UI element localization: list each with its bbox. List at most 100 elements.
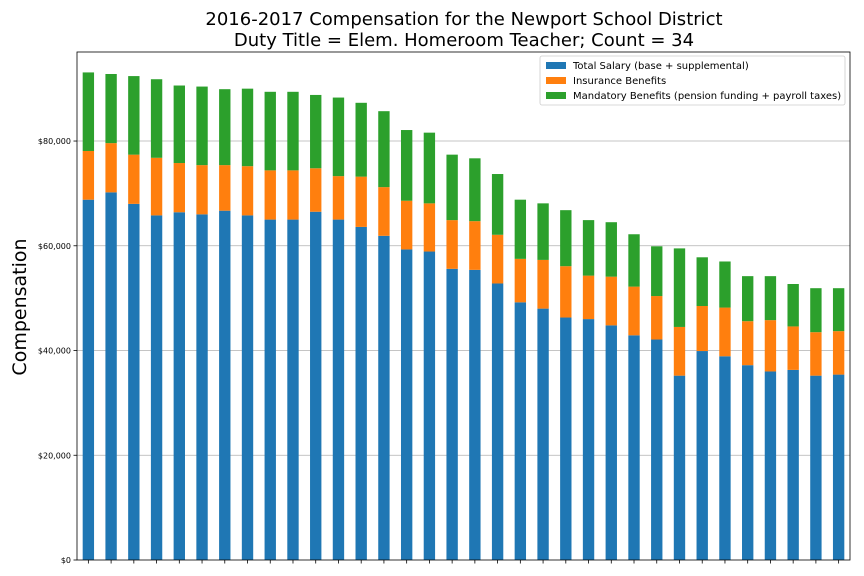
- bar-segment-series-3: [241, 88, 254, 167]
- bar-segment-series-2: [469, 221, 481, 270]
- bar-segment-series-2: [491, 234, 504, 284]
- bar-segment-series-1: [673, 375, 686, 560]
- bar-segment-series-2: [446, 220, 458, 269]
- bar-segment-series-1: [241, 215, 254, 560]
- bar-segment-series-1: [423, 251, 436, 560]
- legend-swatch: [546, 92, 566, 99]
- y-tick-label: $20,000: [38, 451, 71, 460]
- bar-segment-series-2: [150, 157, 163, 216]
- bar-segment-series-3: [310, 94, 322, 169]
- bar-segment-series-3: [219, 89, 231, 166]
- bar-segment-series-1: [764, 371, 777, 560]
- bar-segment-series-3: [628, 234, 640, 287]
- bar-segment-series-1: [832, 374, 845, 560]
- bar-segment-series-3: [128, 76, 140, 155]
- bar-segment-series-3: [832, 288, 845, 332]
- bar-segment-series-3: [651, 246, 663, 297]
- bar-segment-series-2: [787, 326, 799, 370]
- bar-segment-series-2: [196, 165, 208, 215]
- bar-segment-series-3: [264, 91, 276, 171]
- bar-segment-series-2: [400, 200, 413, 250]
- bar-segment-series-1: [446, 268, 458, 560]
- bar-segment-series-3: [764, 276, 777, 321]
- bars: [82, 72, 845, 561]
- bar-segment-series-2: [310, 168, 322, 212]
- bar-segment-series-2: [742, 321, 754, 366]
- bar-segment-series-2: [355, 176, 367, 227]
- bar-segment-series-2: [514, 258, 527, 303]
- bar-segment-series-2: [537, 259, 549, 309]
- plot-frame: [76, 51, 851, 561]
- bar-segment-series-3: [196, 86, 208, 166]
- bar-segment-series-3: [673, 248, 686, 327]
- bar-segment-series-2: [582, 275, 595, 320]
- bar-segment-series-3: [378, 111, 390, 188]
- bar-segment-series-2: [264, 170, 276, 220]
- legend-label: Insurance Benefits: [573, 76, 666, 87]
- bar-segment-series-2: [605, 276, 617, 326]
- bar-segment-series-1: [196, 214, 208, 560]
- bar-segment-series-3: [287, 91, 299, 171]
- bar-segment-series-1: [696, 351, 708, 560]
- legend-swatch: [546, 77, 566, 84]
- bar-segment-series-1: [82, 199, 95, 561]
- bar-segment-series-1: [560, 317, 572, 560]
- bar-segment-series-1: [582, 319, 595, 560]
- bar-segment-series-2: [764, 320, 777, 372]
- bar-segment-series-3: [400, 130, 413, 201]
- bar-segment-series-1: [605, 325, 617, 560]
- bar-segment-series-2: [332, 176, 345, 220]
- bar-segment-series-3: [514, 199, 527, 259]
- bar-segment-series-2: [287, 170, 299, 220]
- bar-segment-series-3: [173, 85, 185, 164]
- bar-segment-series-2: [560, 266, 572, 318]
- bar-segment-series-2: [219, 165, 231, 211]
- bar-segment-series-1: [105, 192, 117, 560]
- bar-segment-series-3: [537, 203, 549, 260]
- legend-label: Mandatory Benefits (pension funding + pa…: [573, 91, 841, 102]
- bar-segment-series-2: [673, 326, 686, 376]
- bar-segment-series-2: [173, 163, 185, 213]
- bar-segment-series-2: [423, 203, 436, 252]
- legend-label: Total Salary (base + supplemental): [572, 61, 749, 72]
- bar-segment-series-2: [128, 154, 140, 204]
- bar-segment-series-1: [719, 356, 731, 560]
- bar-segment-series-3: [696, 257, 708, 306]
- bar-segment-series-1: [355, 226, 367, 560]
- bar-segment-series-1: [742, 365, 754, 560]
- legend-box: [539, 55, 846, 106]
- bar-segment-series-1: [310, 211, 322, 560]
- bar-segment-series-3: [560, 210, 572, 267]
- bar-segment-series-3: [742, 276, 754, 322]
- y-tick-label: $40,000: [38, 347, 71, 356]
- y-axis-label: Compensation: [9, 238, 31, 375]
- bar-segment-series-1: [469, 269, 481, 560]
- gridlines: [77, 140, 850, 456]
- bar-segment-series-3: [355, 102, 367, 177]
- bar-segment-series-1: [628, 335, 640, 560]
- legend-swatch: [546, 62, 566, 69]
- bar-segment-series-2: [105, 143, 117, 193]
- bar-segment-series-3: [605, 222, 617, 277]
- bar-segment-series-1: [378, 235, 390, 560]
- bar-segment-series-2: [719, 307, 731, 357]
- bar-segment-series-3: [491, 174, 504, 235]
- chart-title: 2016-2017 Compensation for the Newport S…: [205, 9, 722, 30]
- bar-segment-series-3: [82, 72, 95, 151]
- bar-segment-series-3: [150, 79, 163, 158]
- axes: $0 $20,000 $40,000 $60,000 $80,000: [38, 51, 851, 565]
- y-tick-label: $0: [61, 556, 71, 565]
- bar-segment-series-2: [628, 286, 640, 336]
- bar-segment-series-2: [696, 306, 708, 352]
- y-tick-label: $60,000: [38, 242, 71, 251]
- chart-subtitle: Duty Title = Elem. Homeroom Teacher; Cou…: [234, 30, 694, 51]
- legend: Total Salary (base + supplemental) Insura…: [539, 55, 846, 106]
- bar-segment-series-1: [264, 219, 276, 560]
- bar-segment-series-1: [219, 210, 231, 560]
- bar-segment-series-3: [582, 220, 595, 276]
- bar-segment-series-1: [173, 212, 185, 560]
- bar-segment-series-1: [150, 215, 163, 560]
- bar-segment-series-2: [378, 187, 390, 236]
- bar-segment-series-3: [469, 158, 481, 222]
